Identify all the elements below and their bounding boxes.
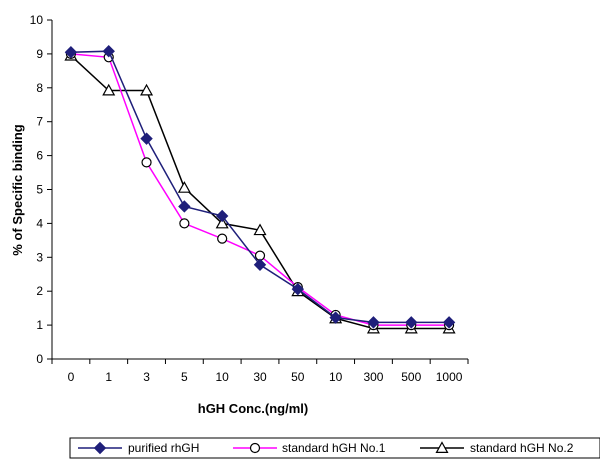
y-tick-label: 8: [36, 81, 43, 95]
x-axis: 0 1 3 5 10 30 50 10 300 500 1000: [51, 358, 469, 384]
y-axis: 0 1 2 3 4 5 6 7 8 9 10: [30, 13, 53, 366]
data-point: [215, 216, 229, 229]
x-tick-label: 500: [401, 370, 421, 384]
y-tick-label: 9: [36, 47, 43, 61]
x-tick-label: 5: [181, 370, 188, 384]
data-point: [64, 45, 78, 59]
legend-item: purified rhGH: [78, 441, 199, 455]
series-0: [64, 44, 456, 329]
data-point: [140, 132, 153, 145]
series-layer: [64, 44, 456, 334]
legend: purified rhGH standard hGH No.1 standard h…: [69, 437, 600, 459]
data-point: [215, 209, 229, 223]
data-point: [141, 157, 152, 168]
legend-box: [69, 437, 600, 459]
data-point: [367, 316, 380, 329]
legend-marker: [435, 441, 449, 453]
x-tick-label: 1: [105, 370, 112, 384]
data-point: [177, 181, 191, 193]
data-point: [102, 44, 115, 58]
legend-item: standard hGH No.2: [420, 441, 574, 455]
data-point: [405, 316, 418, 329]
x-tick-label: 300: [363, 370, 383, 384]
x-tick-label: 10: [216, 370, 230, 384]
x-tick-label: 10: [329, 370, 343, 384]
y-axis-title: % of Specific binding: [10, 124, 25, 256]
x-tick-label: 1000: [436, 370, 463, 384]
series-line: [70, 50, 450, 324]
data-point: [253, 223, 267, 236]
series-2: [64, 48, 456, 334]
legend-marker: [93, 441, 107, 455]
x-axis-title: hGH Conc.(ng/ml): [198, 401, 309, 416]
data-point: [291, 282, 305, 296]
data-point: [329, 311, 342, 324]
x-tick-label: 50: [291, 370, 305, 384]
data-point: [217, 233, 228, 244]
data-point: [179, 218, 190, 229]
x-tick-label: 0: [68, 370, 75, 384]
y-tick-label: 7: [36, 115, 43, 129]
y-tick-label: 3: [36, 250, 43, 264]
y-tick-label: 0: [36, 352, 43, 366]
series-1: [65, 48, 455, 331]
legend-marker: [249, 442, 261, 454]
x-tick-label: 3: [143, 370, 150, 384]
legend-label: standard hGH No.1: [282, 441, 386, 455]
y-tick-label: 2: [36, 284, 43, 298]
y-tick-label: 4: [36, 216, 43, 230]
legend-label: standard hGH No.2: [470, 441, 574, 455]
data-point: [102, 83, 116, 96]
data-point: [140, 83, 154, 96]
data-point: [442, 316, 456, 329]
x-tick-label: 30: [253, 370, 267, 384]
legend-item: standard hGH No.1: [233, 441, 386, 455]
y-tick-label: 6: [36, 149, 43, 163]
y-tick-label: 1: [36, 318, 43, 332]
legend-label: purified rhGH: [128, 441, 199, 455]
y-tick-label: 5: [36, 183, 43, 197]
data-point: [178, 200, 191, 213]
y-tick-label: 10: [30, 13, 44, 27]
data-point: [253, 258, 267, 271]
